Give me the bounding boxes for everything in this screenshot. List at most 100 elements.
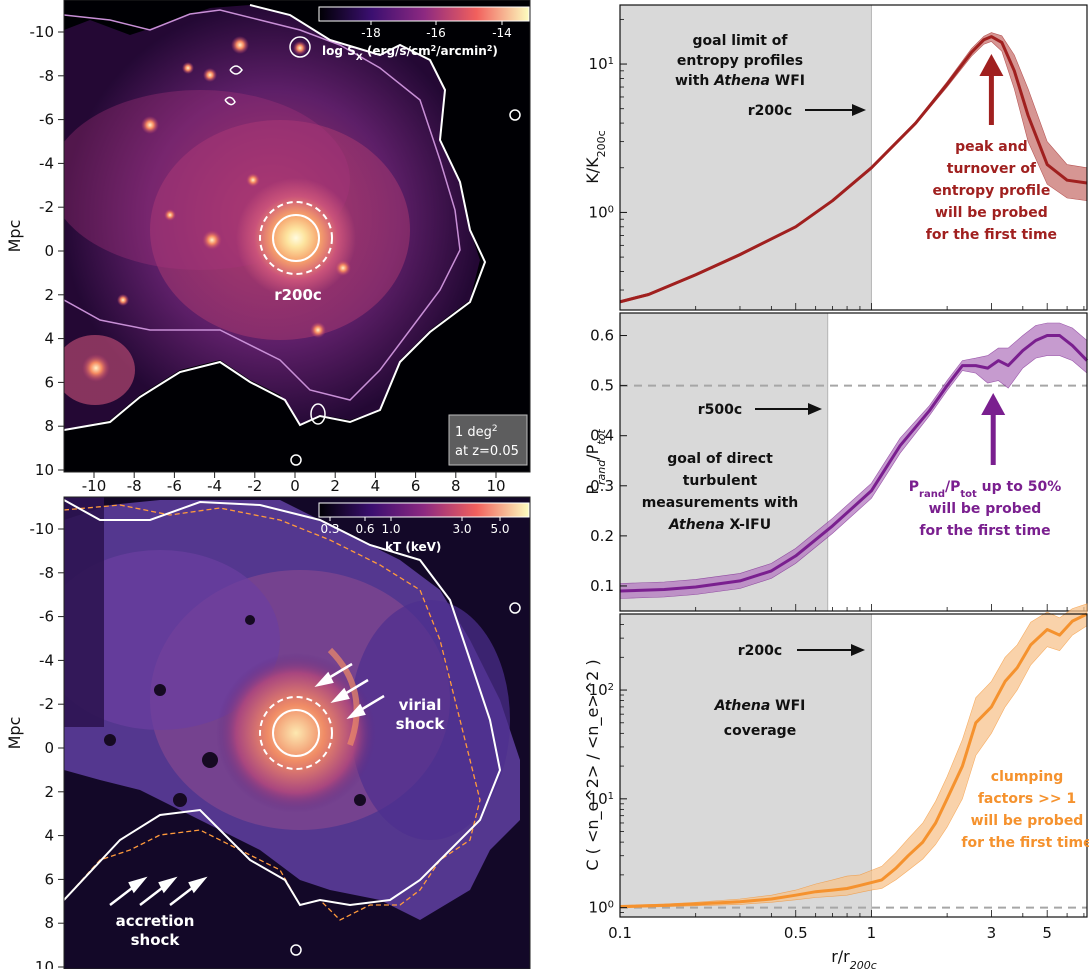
top-map-y-tick: 8 xyxy=(44,417,54,435)
top-map-y-tick: -4 xyxy=(39,154,54,172)
top-map-y-tick: -8 xyxy=(39,67,54,85)
coverage-shade xyxy=(620,5,872,310)
accretion-shock-label-2: shock xyxy=(131,931,181,949)
bottom-map-y-tick: 2 xyxy=(44,783,54,801)
bottom-map-y-tick: -2 xyxy=(39,695,54,713)
top-map-ylabel: Mpc xyxy=(5,220,24,253)
bottom-map-y-tick: 10 xyxy=(35,958,54,969)
y-tick-label: 100 xyxy=(589,203,614,221)
bottom-map-y-tick: -4 xyxy=(39,651,54,669)
bottom-colorbar-ticks: 0.3 0.6 1.0 3.0 5.0 xyxy=(320,517,510,536)
bottom-colorbar-label: kT (keV) xyxy=(385,540,441,554)
y-tick-label: 0.1 xyxy=(590,577,614,595)
median-profile-line xyxy=(619,334,1089,593)
top-map-x-tick: -8 xyxy=(127,477,142,495)
panel-frame xyxy=(619,312,1088,612)
y-tick-label: 102 xyxy=(589,681,614,699)
top-map-y-tick: 4 xyxy=(44,330,54,348)
scale-box-line1: 1 deg2 xyxy=(455,424,498,440)
shade-text: Athena X-IFU xyxy=(668,517,771,533)
entropy-panel: 100 101 goal limit of entropy profiles with … xyxy=(583,4,1088,311)
shade-text: goal of direct xyxy=(667,451,773,467)
bottom-map-y-ticks: -10 -8 -6 -4 -2 0 2 4 6 8 10 xyxy=(30,520,64,969)
shade-text: goal limit of xyxy=(692,33,788,49)
shade-text: coverage xyxy=(724,723,796,739)
x-axis-label: r/r200c xyxy=(831,947,877,969)
y-tick-label: 100 xyxy=(589,899,614,917)
median-profile-line xyxy=(619,612,1088,909)
turbulence-annotation: Prand/Ptot up to 50% xyxy=(909,479,1061,500)
r200c-label: r200c xyxy=(748,103,792,119)
top-map-x-tick: 6 xyxy=(411,477,421,495)
bottom-map-y-tick: 4 xyxy=(44,827,54,845)
top-map-x-tick: -10 xyxy=(82,477,107,495)
top-map-x-tick: 4 xyxy=(371,477,381,495)
peak-annotation: entropy profile xyxy=(932,183,1050,199)
top-map-x-ticks: -10 -8 -6 -4 -2 0 2 4 6 8 10 xyxy=(82,472,506,495)
top-map-x-tick: 2 xyxy=(330,477,340,495)
arrow-icon xyxy=(851,644,865,656)
clumping-annotation: factors >> 1 xyxy=(978,791,1076,807)
arrow-icon xyxy=(808,403,822,415)
bottom-colorbar-tick: 5.0 xyxy=(490,522,509,536)
coverage-shade xyxy=(620,313,828,611)
top-map-x-tick: -4 xyxy=(207,477,222,495)
accretion-shock-arrows xyxy=(109,876,208,906)
top-map-y-tick: 10 xyxy=(35,461,54,479)
panel-frame xyxy=(619,4,1088,311)
top-colorbar-tick: -16 xyxy=(426,26,446,40)
bottom-colorbar-tick: 1.0 xyxy=(381,522,400,536)
y-axis-label: C ( <n_e^2> / <n_e>^2 ) xyxy=(583,659,603,870)
top-map-x-tick: 0 xyxy=(290,477,300,495)
coverage-shade xyxy=(620,614,872,917)
top-map-y-tick: -2 xyxy=(39,198,54,216)
top-map-y-tick: 2 xyxy=(44,286,54,304)
x-tick-label: 3 xyxy=(987,924,997,942)
virial-shock-label-1: virial xyxy=(399,696,442,714)
clumping-annotation: for the first time xyxy=(961,835,1089,851)
top-colorbar-tick: -18 xyxy=(361,26,381,40)
peak-annotation: turnover of xyxy=(947,161,1037,177)
arrow-icon xyxy=(852,104,866,116)
x-tick-label: 0.5 xyxy=(784,924,808,942)
bottom-map-y-tick: 0 xyxy=(44,739,54,757)
y-tick-label: 0.4 xyxy=(590,427,614,445)
top-map-x-tick: -6 xyxy=(167,477,182,495)
bottom-colorbar-tick: 3.0 xyxy=(452,522,471,536)
top-map-y-tick: -10 xyxy=(30,23,55,41)
y-axis-label: K/K200c xyxy=(583,130,608,183)
top-map-y-ticks: -10 -8 -6 -4 -2 0 2 4 6 8 10 xyxy=(30,23,64,479)
shade-text: entropy profiles xyxy=(677,53,803,69)
x-tick-label: 5 xyxy=(1042,924,1052,942)
top-map-x-tick: 8 xyxy=(451,477,461,495)
turbulence-annotation: for the first time xyxy=(919,523,1050,539)
temperature-map: 0.3 0.6 1.0 3.0 5.0 kT (keV) virial shoc… xyxy=(64,497,530,969)
top-map-y-tick: -6 xyxy=(39,111,54,129)
shade-text: turbulent xyxy=(683,473,758,489)
top-map-y-tick: 0 xyxy=(44,242,54,260)
shade-text: with Athena WFI xyxy=(675,73,805,89)
shade-text: Athena WFI xyxy=(714,698,806,714)
virial-shock-label-2: shock xyxy=(396,715,446,733)
clumping-panel: 100 101 102 r200c Athena WFI coverage clumping… xyxy=(583,603,1089,969)
median-profile-line xyxy=(619,35,1088,304)
y-tick-label: 0.5 xyxy=(590,377,614,395)
scatter-band xyxy=(619,322,1088,599)
top-map-x-tick: -2 xyxy=(247,477,262,495)
y-tick-label: 0.2 xyxy=(590,527,614,545)
scale-box-line2: at z=0.05 xyxy=(455,444,519,459)
shade-text: measurements with xyxy=(642,495,799,511)
top-colorbar-ticks: -18 -16 -14 xyxy=(361,21,512,40)
maps-figure: -18 -16 -14 log SX (erg/s/cm2/arcmin2) r… xyxy=(5,0,531,969)
top-r200c-label: r200c xyxy=(274,286,322,304)
bottom-map-y-tick: 8 xyxy=(44,914,54,932)
clumping-annotation: will be probed xyxy=(971,813,1084,829)
bottom-map-y-tick: -8 xyxy=(39,564,54,582)
top-map-y-tick: 6 xyxy=(44,373,54,391)
virial-shock-arrows xyxy=(314,662,385,720)
bottom-map-ylabel: Mpc xyxy=(5,717,24,750)
top-colorbar-tick: -14 xyxy=(492,26,512,40)
top-map-x-tick: 10 xyxy=(486,477,505,495)
accretion-shock-label-1: accretion xyxy=(116,912,195,930)
bottom-map-y-tick: -6 xyxy=(39,608,54,626)
